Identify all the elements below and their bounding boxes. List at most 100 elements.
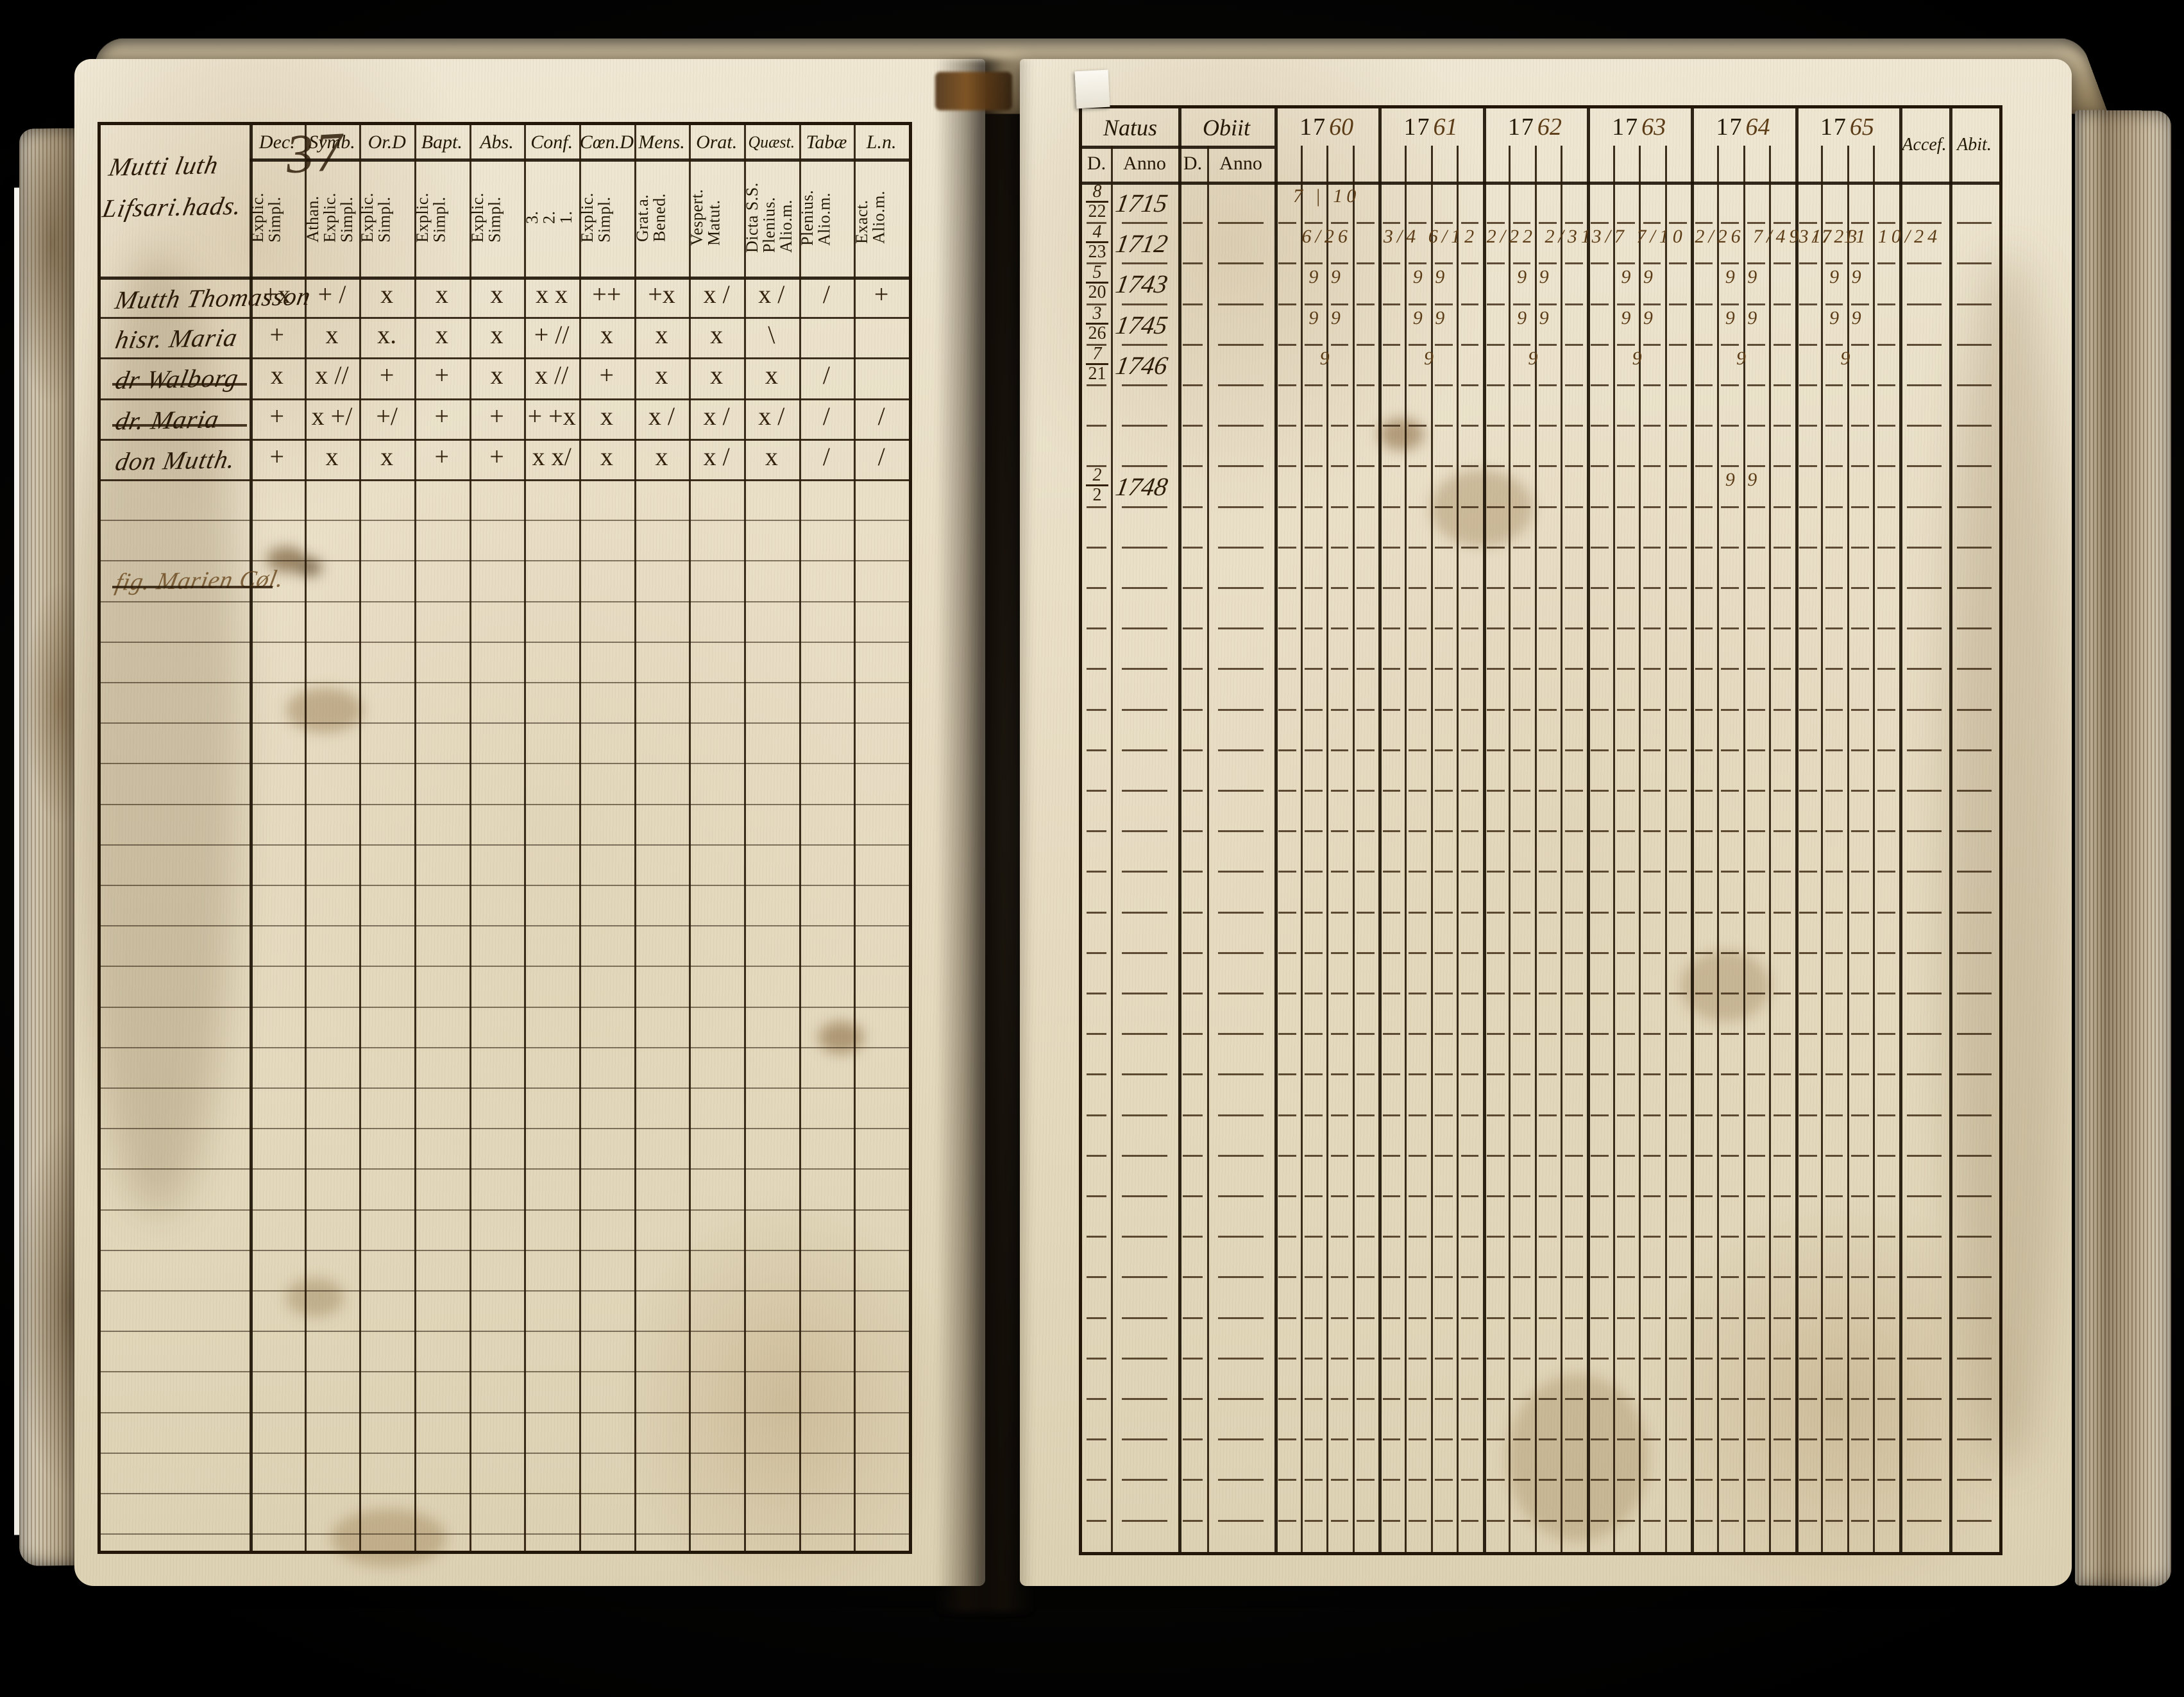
- column-divider: [359, 125, 362, 1551]
- row-rule-dash: [1183, 262, 1203, 265]
- row-rule-dash: [1907, 993, 1942, 994]
- row-rule-dash: [1434, 668, 1453, 670]
- row-rule-dash: [1217, 1519, 1264, 1522]
- row-rule-dash: [1217, 1114, 1264, 1116]
- year-subcolumn-divider: [1404, 146, 1407, 1552]
- row-rule-dash: [1382, 993, 1401, 994]
- row-rule-dash: [1643, 1154, 1661, 1157]
- row-rule-dash: [1512, 1154, 1531, 1157]
- row-rule-dash: [1907, 1357, 1942, 1360]
- row-rule-dash: [1217, 1317, 1264, 1319]
- row-rule-dash: [1357, 465, 1375, 468]
- attendance-mark: x: [435, 320, 448, 350]
- attendance-mark: x +/: [311, 401, 353, 431]
- entry-name: fig. Marien Cøl.: [113, 565, 287, 597]
- row-rule-dash: [1183, 222, 1203, 225]
- year-entry-mark: 9 9: [1517, 266, 1553, 288]
- row-rule-dash: [1278, 587, 1297, 589]
- year-entry-mark: 9 9: [1517, 307, 1553, 328]
- row-rule-dash: [1217, 1276, 1264, 1279]
- attendance-mark: +: [489, 441, 504, 471]
- row-rule-dash: [1591, 1033, 1609, 1036]
- row-rule-dash: [1512, 1073, 1531, 1076]
- year-entry-mark: 9 9: [1829, 266, 1865, 288]
- row-rule-dash: [1773, 1276, 1791, 1279]
- row-rule-dash: [1217, 993, 1264, 994]
- row-rule-dash: [1121, 1357, 1168, 1360]
- row-rule-dash: [1907, 790, 1942, 792]
- row-rule-dash: [1643, 668, 1661, 670]
- row-rule-dash: [1695, 425, 1713, 427]
- row-rule-dash: [1747, 1195, 1765, 1197]
- row-rule-dash: [1669, 1317, 1687, 1319]
- row-rule-dash: [1087, 425, 1106, 427]
- row-rule-dash: [1487, 911, 1505, 914]
- row-rule-dash: [1564, 993, 1583, 994]
- entry-name: don Mutth.: [113, 444, 239, 476]
- year-entry-mark: 3/4 6/12: [1383, 226, 1478, 248]
- row-rule-dash: [1669, 343, 1687, 346]
- attendance-mark: x: [710, 320, 724, 350]
- row-rule-dash: [1217, 871, 1264, 873]
- row-rule-dash: [1877, 222, 1895, 225]
- row-rule-dash: [1434, 343, 1453, 346]
- row-rule-dash: [1564, 343, 1583, 346]
- row-rule-dash: [1357, 1154, 1375, 1157]
- row-rule-dash: [1617, 1357, 1635, 1360]
- row-rule-dash: [1087, 830, 1106, 833]
- attendance-mark: +: [874, 280, 889, 309]
- row-rule-dash: [1487, 343, 1505, 346]
- year-divider: [1899, 108, 1902, 1552]
- row-rule-dash: [1305, 1114, 1323, 1116]
- attendance-mark: x x: [536, 280, 568, 309]
- natus-year: 1715: [1113, 189, 1170, 217]
- row-rule-dash: [1409, 384, 1426, 386]
- row-rule-dash: [1773, 425, 1791, 427]
- year-header-1760: 17 60: [1299, 114, 1354, 141]
- row-rule-dash: [1087, 1236, 1106, 1238]
- row-rule-dash: [1460, 384, 1479, 386]
- row-rule-dash: [1512, 951, 1531, 954]
- tail-divider: [1949, 108, 1952, 1552]
- row-rule-dash: [1877, 1276, 1895, 1279]
- row-rule-dash: [1512, 465, 1531, 468]
- row-rule-dash: [1564, 951, 1583, 954]
- row-rule-dash: [1278, 384, 1297, 386]
- attendance-mark: x x/: [532, 441, 571, 471]
- row-rule-dash: [1409, 425, 1426, 427]
- attendance-mark: x /: [758, 401, 785, 431]
- row-rule-dash: [1721, 668, 1739, 670]
- row-rule-dash: [1183, 911, 1203, 914]
- row-rule-dash: [1825, 1317, 1843, 1319]
- row-rule-dash: [1278, 262, 1297, 265]
- row-rule-dash: [1564, 627, 1583, 630]
- row-rule-dash: [1330, 1236, 1349, 1238]
- right-page: Natus D. Anno Obiit D. Anno 17 60 17 61 17 62 17 63 17…: [1020, 59, 2072, 1586]
- row-rule-dash: [1643, 384, 1661, 386]
- row-rule-dash: [1669, 1357, 1687, 1360]
- row-rule-dash: [1773, 668, 1791, 670]
- row-rule-dash: [1278, 343, 1297, 346]
- row-rule-dash: [1773, 343, 1791, 346]
- row-rule-dash: [1087, 1073, 1106, 1076]
- row-rule-dash: [1825, 1357, 1843, 1360]
- row-rule-dash: [1183, 1073, 1203, 1076]
- row-rule-dash: [1799, 506, 1817, 508]
- row-rule-dash: [1695, 1357, 1713, 1360]
- row-rule-dash: [1877, 425, 1895, 427]
- spine-leather: [935, 72, 1012, 110]
- attendance-mark: x /: [703, 401, 730, 431]
- row-rule-dash: [1434, 1398, 1453, 1400]
- day-anno-divider: [1207, 146, 1209, 1552]
- row-rule-dash: [1183, 1479, 1203, 1481]
- row-rule-dash: [1799, 546, 1817, 549]
- row-rule-dash: [1747, 1438, 1765, 1441]
- row-rule-dash: [1564, 546, 1583, 549]
- attendance-mark: + /: [317, 280, 346, 309]
- row-rule-dash: [1382, 790, 1401, 792]
- row-rule-dash: [1330, 384, 1349, 386]
- row-rule-dash: [1357, 506, 1375, 508]
- row-rule-dash: [1907, 1398, 1942, 1400]
- attendance-mark: + +x: [527, 401, 576, 431]
- row-rule-dash: [1877, 1154, 1895, 1157]
